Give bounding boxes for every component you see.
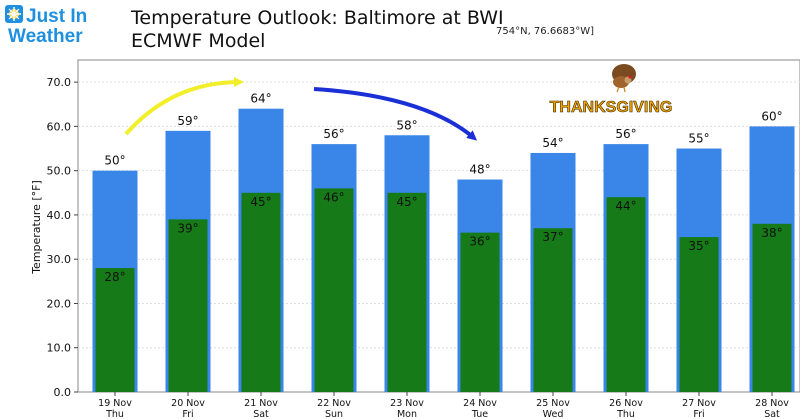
y-axis-label: Temperature [°F] [30,180,43,275]
warming-trend-arrow [124,77,244,136]
x-tick-day: Thu [616,409,635,419]
turkey-icon [612,64,636,93]
logo: Just In Weather [5,5,87,47]
thanksgiving-label: THANKSGIVING [550,99,673,116]
low-temp-label: 46° [323,190,344,204]
x-tick-date: 23 Nov [390,398,424,409]
low-temp-label: 45° [396,195,417,209]
x-tick-date: 27 Nov [682,398,716,409]
x-tick-day: Fri [182,409,193,419]
y-axis-ticks: 0.0 10.0 20.0 30.0 40.0 50.0 60.0 70.0 [47,76,78,399]
low-temp-label: 44° [615,199,636,213]
low-temp-bar [241,192,281,392]
x-tick-day: Sun [325,409,343,419]
coords-label: 754°N, 76.6683°W] [496,26,594,37]
low-temp-bar [752,223,792,392]
x-tick-day: Thu [105,409,124,419]
y-tick-label: 30.0 [47,253,72,266]
plot-area: 0.0 10.0 20.0 30.0 40.0 50.0 60.0 70.0 50° 28° 59… [47,59,800,419]
x-tick-day: Fri [693,409,704,419]
high-temp-label: 48° [469,163,490,177]
low-temp-label: 36° [469,235,490,249]
high-temp-label: 59° [177,114,198,128]
x-tick-day: Sat [253,409,269,419]
x-tick-date: 20 Nov [171,398,205,409]
low-temp-bar [679,237,719,392]
logo-line2: Weather [8,26,83,47]
high-temp-label: 54° [542,136,563,150]
x-tick-date: 21 Nov [244,398,278,409]
low-temp-label: 45° [250,195,271,209]
low-temp-bar [460,232,500,392]
cooling-trend-arrow [313,87,478,141]
low-temp-label: 39° [177,221,198,235]
x-tick-day: Sat [764,409,780,419]
high-temp-label: 64° [250,92,271,106]
high-temp-label: 55° [688,132,709,146]
x-tick-day: Wed [543,409,564,419]
bars: 50° 28° 59° 39° 64° 45° 56° 46° 58° 45° 48° 36° 54° 3… [92,92,795,393]
low-temp-bar [314,188,354,392]
x-tick-date: 28 Nov [755,398,789,409]
high-temp-label: 58° [396,118,417,132]
high-temp-label: 56° [615,127,636,141]
y-tick-label: 20.0 [47,297,72,310]
low-temp-bar [95,268,135,392]
high-temp-label: 56° [323,127,344,141]
x-tick-day: Tue [471,409,488,419]
logo-line1: Just In [26,6,87,27]
low-temp-label: 38° [761,226,782,240]
x-tick-day: Mon [397,409,417,419]
y-tick-label: 50.0 [47,165,72,178]
low-temp-bar [606,197,646,392]
y-tick-label: 60.0 [47,120,72,133]
x-tick-date: 26 Nov [609,398,643,409]
x-tick-date: 22 Nov [317,398,351,409]
x-tick-date: 24 Nov [463,398,497,409]
y-tick-label: 70.0 [47,76,72,89]
chart-title: Temperature Outlook: Baltimore at BWI [130,7,504,29]
high-temp-label: 60° [761,109,782,123]
x-tick-date: 19 Nov [98,398,132,409]
y-tick-label: 10.0 [47,342,72,355]
low-temp-label: 28° [104,270,125,284]
chart-subtitle: ECMWF Model [131,30,265,52]
low-temp-label: 35° [688,239,709,253]
low-temp-bar [387,192,427,392]
y-tick-label: 0.0 [54,386,72,399]
high-temp-label: 50° [104,154,125,168]
low-temp-bar [533,228,573,392]
low-temp-bar [168,219,208,392]
snowflake-sun-icon [5,5,23,23]
x-tick-date: 25 Nov [536,398,570,409]
y-tick-label: 40.0 [47,209,72,222]
low-temp-label: 37° [542,230,563,244]
